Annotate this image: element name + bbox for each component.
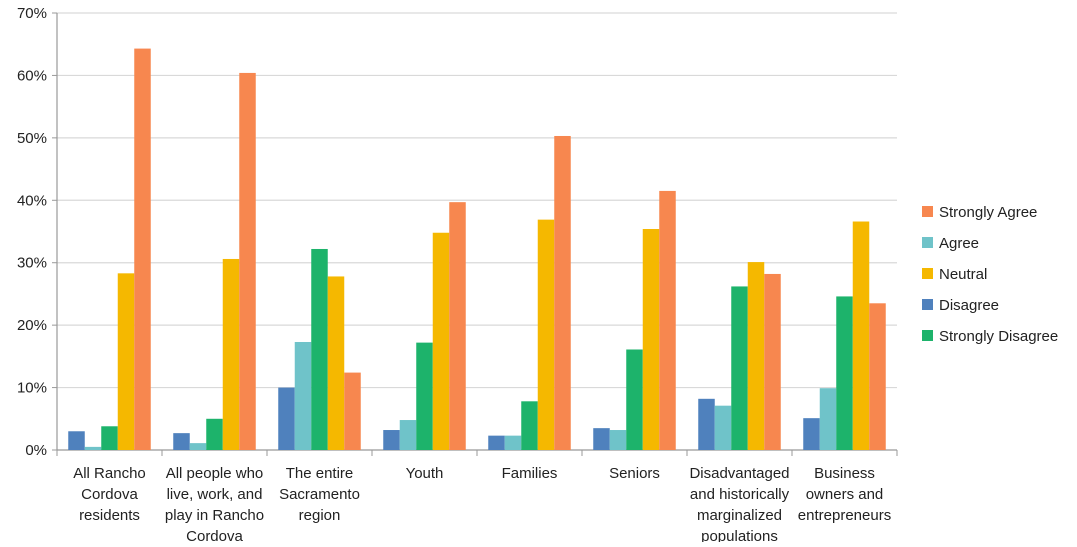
x-category-label: All people who [166, 465, 264, 482]
bar-strongly-disagree [206, 419, 223, 450]
bar-disagree [383, 430, 400, 450]
bar-agree [400, 420, 417, 450]
x-category-label: populations [701, 528, 778, 542]
x-category-label: Families [502, 465, 558, 482]
bar-disagree [68, 431, 85, 450]
bar-disagree [698, 399, 715, 450]
legend-label: Strongly Disagree [939, 328, 1058, 345]
bar-neutral [223, 259, 240, 450]
bar-disagree [488, 436, 505, 450]
bar-agree [190, 443, 207, 450]
legend-swatch [922, 299, 933, 310]
x-category-label: entrepreneurs [798, 507, 891, 524]
y-tick-label: 70% [17, 5, 47, 22]
bar-strongly-agree [764, 274, 781, 450]
bar-strongly-agree [449, 202, 466, 450]
legend-swatch [922, 237, 933, 248]
bar-strongly-agree [239, 73, 256, 450]
legend-label: Strongly Agree [939, 204, 1037, 221]
bar-disagree [173, 433, 190, 450]
x-category-label: Disadvantaged [689, 465, 789, 482]
x-category-label: Seniors [609, 465, 660, 482]
bar-neutral [433, 233, 450, 450]
x-category-label: Sacramento [279, 486, 360, 503]
legend-swatch [922, 330, 933, 341]
bar-strongly-agree [554, 136, 571, 450]
y-tick-label: 30% [17, 255, 47, 272]
bar-neutral [118, 273, 135, 450]
bar-neutral [538, 220, 555, 450]
bar-agree [715, 406, 732, 450]
x-category-label: Cordova [81, 486, 138, 503]
y-tick-label: 10% [17, 380, 47, 397]
x-category-label: residents [79, 507, 140, 524]
x-category-label: All Rancho [73, 465, 146, 482]
bars [68, 49, 886, 450]
y-tick-label: 20% [17, 317, 47, 334]
bar-strongly-disagree [521, 401, 538, 450]
bar-strongly-agree [344, 373, 361, 450]
x-category-label: marginalized [697, 507, 782, 524]
bar-strongly-disagree [416, 343, 433, 450]
bar-strongly-disagree [731, 286, 748, 450]
y-tick-label: 60% [17, 67, 47, 84]
x-category-label: Youth [406, 465, 444, 482]
bar-agree [610, 430, 627, 450]
bar-strongly-disagree [101, 426, 118, 450]
bar-neutral [328, 276, 345, 450]
bar-neutral [853, 222, 870, 450]
legend-swatch [922, 268, 933, 279]
bar-strongly-agree [869, 303, 886, 450]
bar-agree [295, 342, 312, 450]
legend-label: Neutral [939, 266, 987, 283]
legend: Strongly Agree Agree Neutral Disagree Strong… [922, 204, 1058, 345]
x-category-label: The entire [286, 465, 354, 482]
bar-strongly-agree [659, 191, 676, 450]
bar-strongly-agree [134, 49, 151, 450]
bar-agree [820, 388, 837, 450]
legend-swatch [922, 206, 933, 217]
bar-agree [85, 447, 102, 450]
x-category-label: region [299, 507, 341, 524]
x-category-label: owners and [806, 486, 884, 503]
y-tick-label: 40% [17, 192, 47, 209]
x-category-label: Business [814, 465, 875, 482]
y-tick-label: 50% [17, 130, 47, 147]
legend-label: Agree [939, 235, 979, 252]
bar-disagree [803, 418, 820, 450]
x-category-label: Cordova [186, 528, 243, 542]
legend-label: Disagree [939, 297, 999, 314]
bar-disagree [593, 428, 610, 450]
bar-neutral [748, 262, 765, 450]
bar-disagree [278, 388, 295, 450]
bar-strongly-disagree [311, 249, 328, 450]
bar-neutral [643, 229, 660, 450]
x-category-label: live, work, and [167, 486, 263, 503]
bar-agree [505, 436, 522, 450]
y-tick-label: 0% [25, 442, 47, 459]
x-category-label: play in Rancho [165, 507, 264, 524]
x-category-label: and historically [690, 486, 790, 503]
bar-strongly-disagree [836, 296, 853, 450]
bar-strongly-disagree [626, 349, 643, 450]
